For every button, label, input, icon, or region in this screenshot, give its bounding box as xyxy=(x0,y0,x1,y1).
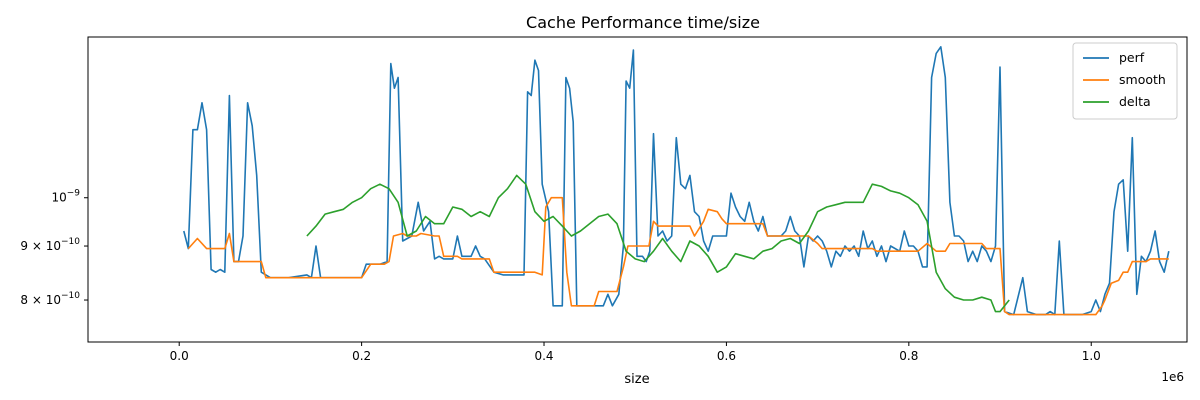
legend-label-smooth: smooth xyxy=(1119,72,1166,87)
legend-label-perf: perf xyxy=(1119,50,1145,65)
x-tick-label: 0.0 xyxy=(170,349,189,363)
x-tick-label: 0.8 xyxy=(899,349,918,363)
y-tick-label-base: 9 × 10 xyxy=(20,239,61,253)
x-axis: 0.0 0.2 0.4 0.6 0.8 1.0 xyxy=(170,342,1101,363)
y-tick-label: 10−9 xyxy=(51,189,80,205)
series-line-perf xyxy=(183,46,1170,316)
x-offset-label: 1e6 xyxy=(1161,370,1184,384)
y-tick-label-exponent: −9 xyxy=(67,189,81,199)
x-tick-label: 0.6 xyxy=(717,349,736,363)
legend-box xyxy=(1072,42,1178,120)
y-tick-label: 8 × 10−10 xyxy=(20,291,80,307)
x-tick-label: 1.0 xyxy=(1082,349,1101,363)
y-tick-label-base: 10 xyxy=(51,191,66,205)
y-tick-label-base: 8 × 10 xyxy=(20,293,61,307)
legend-label-delta: delta xyxy=(1119,94,1151,109)
y-tick-label-exponent: −10 xyxy=(61,291,80,301)
x-tick-label: 0.4 xyxy=(534,349,553,363)
plot-frame xyxy=(87,36,1188,343)
y-tick-label-exponent: −10 xyxy=(61,237,80,247)
plot-area xyxy=(183,46,1170,316)
x-tick-label: 0.2 xyxy=(352,349,371,363)
y-tick-label: 9 × 10−10 xyxy=(20,237,80,253)
x-axis-title: size xyxy=(624,372,649,387)
series-line-smooth xyxy=(187,196,1169,316)
series-line-delta xyxy=(306,174,1010,313)
chart-title: Cache Performance time/size xyxy=(526,13,760,32)
legend: perf smooth delta xyxy=(1072,42,1178,120)
